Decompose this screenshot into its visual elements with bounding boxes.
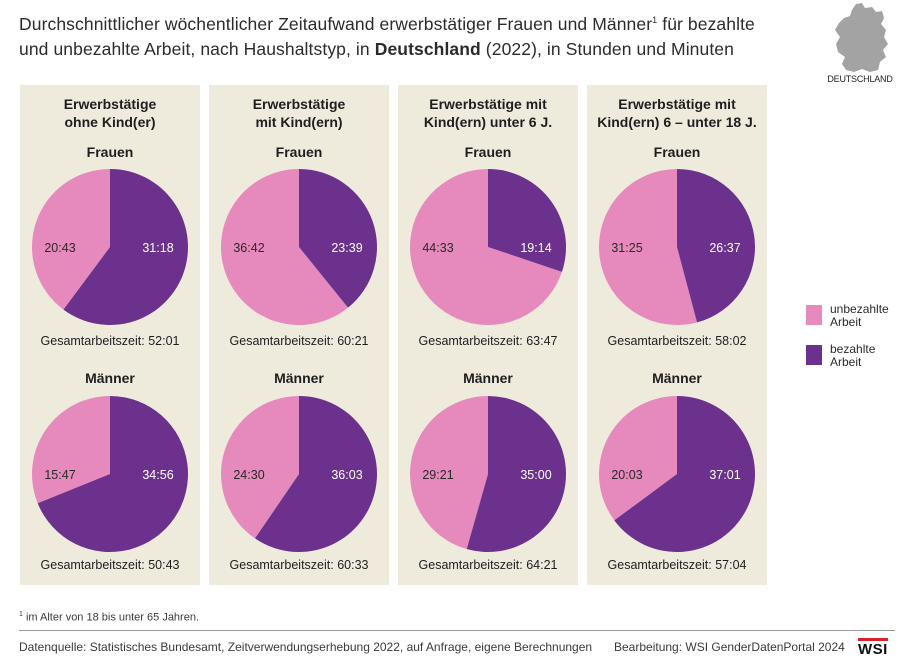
pie-label-unpaid: 15:47: [44, 468, 75, 482]
panel-header-line1: Erwerbstätige mit: [618, 96, 736, 112]
pie-slice-paid: [614, 396, 756, 552]
wsi-logo: WSI: [858, 638, 888, 657]
panel-header-line2: Kind(ern) 6 – unter 18 J.: [597, 114, 757, 130]
panel-header-line2: Kind(ern) unter 6 J.: [423, 114, 553, 130]
pie-label-paid: 37:01: [709, 468, 740, 482]
footnote-text: im Alter von 18 bis unter 65 Jahren.: [22, 611, 200, 624]
pie-label-unpaid: 44:33: [422, 241, 453, 255]
pie-slice-unpaid: [221, 169, 349, 325]
gender-label-frauen: Frauen: [86, 144, 134, 160]
germany-map-icon: [826, 2, 896, 88]
pie-label-unpaid: 20:03: [611, 468, 642, 482]
total-label-frauen: Gesamtarbeitszeit: 58:02: [607, 334, 747, 348]
legend-swatch-paid: [806, 345, 822, 365]
footnote-mark: 1: [19, 611, 23, 618]
panel-group-3: Erwerbstätige mit Kind(ern) unter 6 J. Fra…: [398, 85, 578, 585]
pie-label-unpaid: 24:30: [233, 468, 264, 482]
divider: [19, 630, 895, 631]
panel-header-line1: Erwerbstätige mit: [429, 96, 547, 112]
pie-slice-unpaid: [599, 396, 677, 521]
pie-label-unpaid: 20:43: [44, 241, 75, 255]
pie-slice-paid: [255, 396, 378, 552]
gender-label-maenner: Männer: [463, 370, 513, 386]
panel-group-1: Erwerbstätige ohne Kind(er) Frauen 20:43 31:…: [20, 85, 200, 585]
title-part3: und unbezahlte Arbeit, nach Haushaltstyp…: [19, 38, 375, 59]
pie-slice-paid: [63, 169, 189, 325]
panel-header: Erwerbstätige mit Kind(ern): [209, 95, 389, 131]
pie-label-paid: 26:37: [709, 241, 740, 255]
panel-header: Erwerbstätige ohne Kind(er): [20, 95, 200, 131]
panel-header-line1: Erwerbstätige: [252, 96, 346, 112]
pie-chart-frauen: 20:43 31:18: [32, 169, 189, 325]
pie-label-unpaid: 29:21: [422, 468, 453, 482]
legend-label-unpaid-line1: unbezahlte: [830, 302, 889, 316]
panel-header: Erwerbstätige mit Kind(ern) unter 6 J.: [398, 95, 578, 131]
pie-slice-unpaid: [410, 169, 562, 325]
total-label-maenner: Gesamtarbeitszeit: 60:33: [229, 558, 369, 572]
panel-group-2: Erwerbstätige mit Kind(ern) Frauen 36:42 23:…: [209, 85, 389, 585]
pie-chart-maenner: 15:47 34:56: [32, 396, 189, 552]
gender-label-maenner: Männer: [274, 370, 324, 386]
total-label-maenner: Gesamtarbeitszeit: 57:04: [607, 558, 747, 572]
pie-label-paid: 19:14: [520, 241, 551, 255]
legend-label-unpaid-line2: Arbeit: [830, 315, 862, 329]
pie-slice-unpaid: [32, 169, 110, 310]
total-label-maenner: Gesamtarbeitszeit: 50:43: [40, 558, 180, 572]
gender-label-maenner: Männer: [652, 370, 702, 386]
pie-chart-frauen: 44:33 19:14: [410, 169, 567, 325]
pie-chart-maenner: 29:21 35:00: [410, 396, 567, 552]
footnote: 1 im Alter von 18 bis unter 65 Jahren.: [19, 611, 199, 624]
legend-swatch-unpaid: [806, 305, 822, 325]
pie-chart-maenner: 24:30 36:03: [221, 396, 378, 552]
total-label-maenner: Gesamtarbeitszeit: 64:21: [418, 558, 558, 572]
pie-label-paid: 34:56: [142, 468, 173, 482]
chart-title: Durchschnittlicher wöchentlicher Zeitauf…: [19, 8, 799, 62]
pie-label-paid: 31:18: [142, 241, 173, 255]
pie-slice-unpaid: [32, 396, 110, 504]
pie-label-unpaid: 31:25: [611, 241, 642, 255]
credit-text: Bearbeitung: WSI GenderDatenPortal 2024: [614, 640, 845, 654]
total-label-frauen: Gesamtarbeitszeit: 60:21: [229, 334, 369, 348]
legend-label-paid-line2: Arbeit: [830, 355, 862, 369]
gender-label-frauen: Frauen: [653, 144, 701, 160]
total-label-frauen: Gesamtarbeitszeit: 52:01: [40, 334, 180, 348]
pie-slice-paid: [488, 169, 567, 272]
pie-slice-paid: [677, 169, 755, 323]
total-label-frauen: Gesamtarbeitszeit: 63:47: [418, 334, 558, 348]
title-country: Deutschland: [374, 38, 481, 59]
pie-slice-paid: [466, 396, 567, 552]
gender-label-frauen: Frauen: [275, 144, 323, 160]
pie-slice-unpaid: [221, 396, 299, 539]
pie-slice-paid: [299, 169, 378, 308]
panel-header: Erwerbstätige mit Kind(ern) 6 – unter 18 …: [587, 95, 767, 131]
pie-slice-unpaid: [410, 396, 488, 550]
pie-chart-frauen: 31:25 26:37: [598, 169, 755, 325]
pie-label-paid: 35:00: [520, 468, 551, 482]
title-part2: für bezahlte: [657, 13, 755, 34]
gender-label-frauen: Frauen: [464, 144, 512, 160]
pie-label-unpaid: 36:42: [233, 241, 264, 255]
map-label: DEUTSCHLAND: [827, 74, 893, 84]
title-footnote-mark: 1: [652, 15, 658, 25]
panel-header-line1: Erwerbstätige: [63, 96, 157, 112]
source-text: Datenquelle: Statistisches Bundesamt, Ze…: [19, 640, 593, 654]
pie-slice-paid: [37, 396, 189, 552]
gender-label-maenner: Männer: [85, 370, 135, 386]
pie-slice-unpaid: [598, 169, 698, 325]
pie-label-paid: 23:39: [331, 241, 362, 255]
panel-header-line2: mit Kind(ern): [255, 114, 343, 130]
pie-chart-frauen: 36:42 23:39: [221, 169, 378, 325]
pie-label-paid: 36:03: [331, 468, 362, 482]
legend-label-paid-line1: bezahlte: [830, 342, 876, 356]
title-part1: Durchschnittlicher wöchentlicher Zeitauf…: [19, 13, 653, 34]
pie-chart-maenner: 20:03 37:01: [599, 396, 756, 552]
panel-group-4: Erwerbstätige mit Kind(ern) 6 – unter 18 …: [587, 85, 767, 585]
title-part4: (2022), in Stunden und Minuten: [480, 38, 734, 59]
panel-header-line2: ohne Kind(er): [64, 114, 156, 130]
